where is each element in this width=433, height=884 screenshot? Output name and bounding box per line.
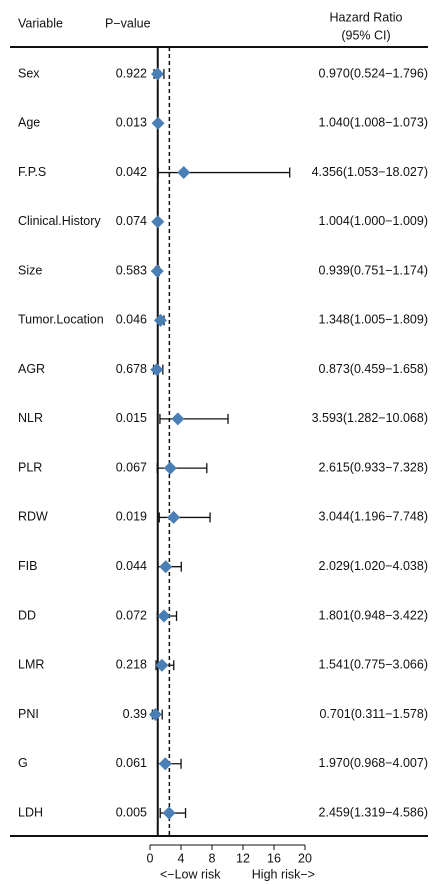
- variable-label: Size: [18, 263, 42, 277]
- hr-diamond: [163, 461, 177, 475]
- ratio-label: 0.701(0.311−1.578): [319, 707, 428, 721]
- hr-diamond: [157, 609, 171, 623]
- variable-label: LMR: [18, 658, 44, 672]
- hr-diamond: [151, 67, 165, 81]
- variable-label: RDW: [18, 510, 48, 524]
- p-value: 0.005: [116, 805, 147, 819]
- p-value: 0.046: [116, 313, 147, 327]
- ratio-header: (95% CI): [341, 28, 390, 42]
- p-value: 0.39: [123, 707, 147, 721]
- hr-diamond: [153, 313, 167, 327]
- variable-label: Clinical.History: [18, 214, 101, 228]
- variable-header: Variable: [18, 16, 63, 30]
- hr-diamond: [177, 166, 191, 180]
- ratio-label: 1.348(1.005−1.809): [319, 313, 428, 327]
- p-value: 0.015: [116, 411, 147, 425]
- ratio-label: 0.939(0.751−1.174): [319, 263, 428, 277]
- ratio-label: 0.873(0.459−1.658): [319, 362, 428, 376]
- p-value: 0.013: [116, 116, 147, 130]
- hr-diamond: [150, 264, 164, 278]
- x-tick-label: 4: [178, 851, 185, 865]
- ratio-label: 3.593(1.282−10.068): [312, 411, 428, 425]
- x-tick-label: 8: [209, 851, 216, 865]
- p-value-header: P−value: [105, 16, 151, 30]
- p-value: 0.583: [116, 263, 147, 277]
- p-value: 0.074: [116, 214, 147, 228]
- variable-label: PLR: [18, 460, 42, 474]
- p-value: 0.218: [116, 658, 147, 672]
- variable-label: DD: [18, 608, 36, 622]
- ratio-label: 2.615(0.933−7.328): [319, 460, 428, 474]
- variable-label: G: [18, 756, 28, 770]
- ratio-label: 2.029(1.020−4.038): [319, 559, 428, 573]
- hr-diamond: [151, 215, 165, 229]
- hr-diamond: [151, 116, 165, 130]
- variable-label: NLR: [18, 411, 43, 425]
- x-axis-label: <−Low risk: [160, 867, 221, 881]
- hr-diamond: [158, 757, 172, 771]
- ratio-label: 1.541(0.775−3.066): [319, 658, 428, 672]
- p-value: 0.044: [116, 559, 147, 573]
- x-tick-label: 20: [298, 851, 312, 865]
- ratio-label: 0.970(0.524−1.796): [319, 66, 428, 80]
- variable-label: Tumor.Location: [18, 313, 104, 327]
- variable-label: Age: [18, 116, 40, 130]
- hr-diamond: [171, 412, 185, 426]
- p-value: 0.019: [116, 510, 147, 524]
- p-value: 0.061: [116, 756, 147, 770]
- p-value: 0.067: [116, 460, 147, 474]
- ratio-header: Hazard Ratio: [330, 10, 403, 24]
- variable-label: F.P.S: [18, 165, 46, 179]
- p-value: 0.678: [116, 362, 147, 376]
- ratio-label: 1.970(0.968−4.007): [319, 756, 428, 770]
- hr-diamond: [167, 510, 181, 524]
- hr-diamond: [148, 708, 162, 722]
- ratio-label: 1.040(1.008−1.073): [319, 116, 428, 130]
- hr-diamond: [162, 806, 176, 820]
- ratio-label: 1.004(1.000−1.009): [319, 214, 428, 228]
- p-value: 0.922: [116, 66, 147, 80]
- ratio-label: 2.459(1.319−4.586): [319, 805, 428, 819]
- x-tick-label: 0: [147, 851, 154, 865]
- x-tick-label: 16: [267, 851, 281, 865]
- p-value: 0.042: [116, 165, 147, 179]
- ratio-label: 3.044(1.196−7.748): [319, 510, 428, 524]
- hr-diamond: [159, 560, 173, 574]
- hr-diamond: [155, 658, 169, 672]
- ratio-label: 1.801(0.948−3.422): [319, 608, 428, 622]
- hr-diamond: [150, 363, 164, 377]
- variable-label: Sex: [18, 66, 40, 80]
- p-value: 0.072: [116, 608, 147, 622]
- variable-label: PNI: [18, 707, 39, 721]
- ratio-label: 4.356(1.053−18.027): [312, 165, 428, 179]
- variable-label: FIB: [18, 559, 37, 573]
- x-axis-label: High risk−>: [252, 867, 315, 881]
- variable-label: AGR: [18, 362, 45, 376]
- variable-label: LDH: [18, 805, 43, 819]
- x-tick-label: 12: [236, 851, 250, 865]
